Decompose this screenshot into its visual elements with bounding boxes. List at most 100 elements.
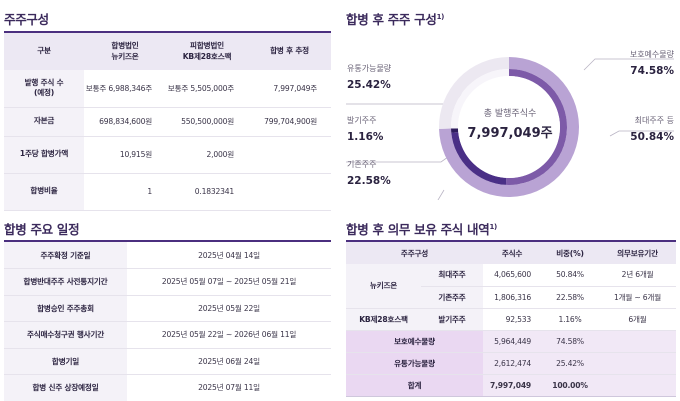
legend-label-existing: 기존주주: [347, 160, 377, 169]
cell-value: 2,000원: [166, 136, 248, 174]
merger-schedule-title: 합병 주요 일정: [4, 222, 80, 237]
row-label-tradable: 유통가능물량: [346, 352, 483, 375]
cell-empty: [248, 136, 331, 174]
cell-period: 2년 6개월: [599, 264, 676, 287]
sub-label: 발기주주: [421, 308, 483, 331]
schedule-date: 2025년 05월 07일 ~ 2025년 05월 21일: [127, 268, 331, 296]
table-row: 발행 주식 수 (예정) 보통주 6,988,346주 보통주 5,505,000…: [4, 70, 331, 108]
inner-ring: [451, 69, 568, 186]
header-category: 구분: [4, 33, 84, 70]
schedule-date: 2025년 05월 22일 ~ 2026년 06월 11일: [127, 321, 331, 349]
total-shares-label: 총 발행주식수: [483, 109, 537, 119]
table-row: 합병 신주 상장예정일 2025년 07월 11일: [4, 374, 331, 401]
table-row: 합병기일 2025년 06월 24일: [4, 348, 331, 375]
outer-ring: [439, 57, 579, 197]
table-row: 합계 7,997,049 100.00%: [346, 374, 676, 397]
header-shares: 주식수: [483, 242, 541, 264]
legend-label-tradable: 유통가능물량: [347, 64, 392, 73]
leader-line: [609, 130, 674, 137]
shareholder-composition-title: 주주구성: [4, 12, 49, 27]
donut-chart: [346, 57, 674, 200]
cell-empty: [248, 173, 331, 211]
cell-empty: [599, 374, 676, 397]
cell-shares: 92,533: [483, 308, 541, 331]
schedule-label: 합병승인 주주총회: [4, 295, 127, 322]
cell-value: 10,915원: [84, 136, 166, 174]
lockup-shares-table: 주주구성 주식수 비중(%) 의무보유기간 뉴키즈온 최대주주 4,065,60…: [346, 242, 676, 397]
cell-value: 보통주 6,988,346주: [84, 70, 166, 108]
cell-shares: 7,997,049: [483, 374, 541, 397]
cell-value: 1: [84, 173, 166, 211]
row-label-protected: 보호예수물량: [346, 330, 483, 353]
cell-period: 1개월 ~ 6개월: [599, 286, 676, 309]
sub-label: 기존주주: [421, 286, 483, 309]
row-label-shares: 발행 주식 수 (예정): [4, 70, 84, 108]
leader-line: [346, 156, 449, 163]
post-merger-composition-title: 합병 후 주주 구성1): [346, 12, 445, 27]
cell-shares: 2,612,474: [483, 352, 541, 375]
leader-line: [583, 58, 674, 71]
row-label-capital: 자본금: [4, 107, 84, 137]
table-row: 자본금 698,834,600원 550,500,000원 799,704,90…: [4, 107, 331, 137]
schedule-label: 합병 신주 상장예정일: [4, 374, 127, 401]
table-row: 기존주주 1,806,316 22.58% 1개월 ~ 6개월: [346, 286, 676, 309]
cell-pct: 100.00%: [541, 374, 599, 397]
header-pct: 비중(%): [541, 242, 599, 264]
group-label-kbspac: KB제28호스팩: [346, 308, 421, 331]
cell-value: 0.1832341: [166, 173, 248, 211]
leader-line: [437, 189, 445, 200]
donut-slice-tradable: [439, 57, 509, 129]
legend-value-protected: 74.58%: [630, 65, 674, 77]
schedule-date: 2025년 07월 11일: [127, 374, 331, 401]
table-row: 유통가능물량 2,612,474 25.42%: [346, 352, 676, 375]
section-rule: [4, 31, 331, 33]
lockup-shares-title: 합병 후 의무 보유 주식 내역1): [346, 222, 497, 237]
cell-pct: 1.16%: [541, 308, 599, 331]
cell-pct: 74.58%: [541, 330, 599, 353]
schedule-label: 합병기일: [4, 348, 127, 375]
header-composition: 주주구성: [346, 242, 483, 264]
donut-slice-remainder: [451, 69, 509, 129]
table-row: 뉴키즈온 최대주주 4,065,600 50.84% 2년 6개월: [346, 264, 676, 309]
table-row: 주식매수청구권 행사기간 2025년 05월 22일 ~ 2026년 06월 11…: [4, 321, 331, 349]
cell-value: 698,834,600원: [84, 107, 166, 137]
header-merging-corp: 합병법인 뉴키즈온: [84, 33, 166, 70]
table-row: KB제28호스팩 발기주주 92,533 1.16% 6개월: [346, 308, 676, 331]
shareholder-composition-table: 구분 합병법인 뉴키즈온 피합병법인 KB제28호스팩 합병 후 추정 발행 주식 …: [4, 33, 331, 211]
group-label-newkidson: 뉴키즈온: [346, 264, 421, 309]
table-row: 합병반대주주 사전통지기간 2025년 05월 07일 ~ 2025년 05월 2…: [4, 268, 331, 296]
legend-label-major: 최대주주 등: [634, 116, 674, 125]
schedule-date: 2025년 04월 14일: [127, 242, 331, 269]
donut-hole: [458, 76, 560, 178]
total-shares-value: 7,997,049주: [467, 126, 553, 141]
cell-pct: 22.58%: [541, 286, 599, 309]
sub-label: 최대주주: [421, 264, 483, 287]
cell-empty: [599, 330, 676, 353]
schedule-date: 2025년 05월 22일: [127, 295, 331, 322]
row-label-total: 합계: [346, 374, 483, 397]
legend-value-founder: 1.16%: [347, 131, 384, 143]
cell-empty: [599, 352, 676, 375]
section-rule: [4, 240, 331, 242]
merger-schedule-table: 주주확정 기준일 2025년 04월 14일 합병반대주주 사전통지기간 2025년…: [4, 242, 331, 401]
table-row: 보호예수물량 5,964,449 74.58%: [346, 330, 676, 353]
donut-center: 총 발행주식수 7,997,049주: [410, 106, 610, 141]
cell-period: 6개월: [599, 308, 676, 331]
table-row: 합병승인 주주총회 2025년 05월 22일: [4, 295, 331, 322]
row-label-merger-price: 1주당 합병가액: [4, 136, 84, 174]
table-row: 1주당 합병가액 10,915원 2,000원: [4, 136, 331, 174]
header-merged-corp: 피합병법인 KB제28호스팩: [166, 33, 248, 70]
cell-shares: 1,806,316: [483, 286, 541, 309]
cell-shares: 5,964,449: [483, 330, 541, 353]
cell-pct: 25.42%: [541, 352, 599, 375]
schedule-label: 주주확정 기준일: [4, 242, 127, 269]
table-header-row: 주주구성 주식수 비중(%) 의무보유기간: [346, 242, 676, 264]
cell-value: 7,997,049주: [248, 70, 331, 108]
schedule-label: 합병반대주주 사전통지기간: [4, 268, 127, 296]
cell-value: 550,500,000원: [166, 107, 248, 137]
schedule-date: 2025년 06월 24일: [127, 348, 331, 375]
cell-value: 보통주 5,505,000주: [166, 70, 248, 108]
cell-shares: 4,065,600: [483, 264, 541, 287]
legend-label-protected: 보호예수물량: [629, 50, 674, 59]
legend-label-founder: 발기주주: [347, 116, 377, 125]
